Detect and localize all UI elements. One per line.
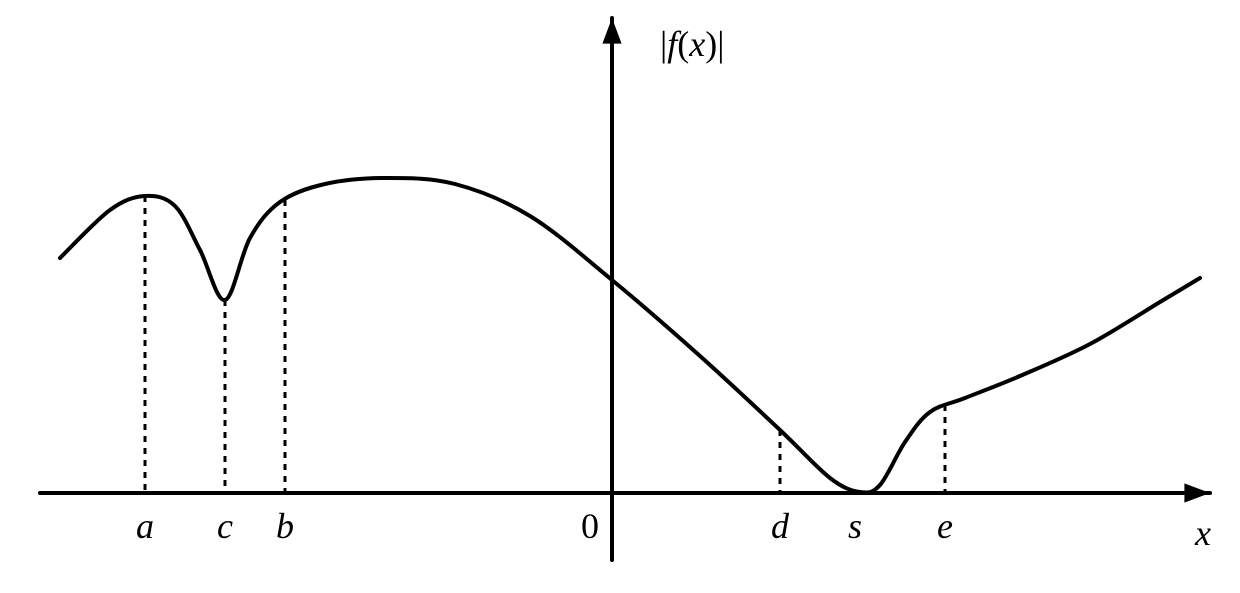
x-axis-arrowhead	[1184, 483, 1210, 502]
y-axis-arrowhead	[602, 18, 621, 44]
tick-label-e: e	[937, 506, 953, 546]
tick-label-d: d	[771, 506, 790, 546]
tick-label-c: c	[217, 506, 233, 546]
x-axis-label: x	[1194, 513, 1211, 553]
function-curve	[60, 178, 1200, 493]
x-tick-labels: acbdse	[136, 506, 953, 546]
tick-label-a: a	[136, 506, 154, 546]
tick-label-b: b	[276, 506, 294, 546]
tick-label-s: s	[848, 506, 862, 546]
function-plot: a c b d s e 0 x |f(x)|	[0, 0, 1240, 593]
origin-label: 0	[581, 506, 599, 546]
y-axis-label: |f(x)|	[660, 24, 724, 64]
vertical-marker-group	[145, 196, 945, 493]
